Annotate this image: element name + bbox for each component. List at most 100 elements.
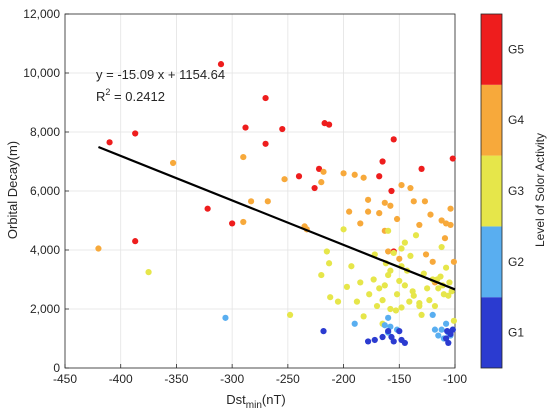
data-point-g3 bbox=[385, 227, 392, 234]
data-point-g3 bbox=[387, 305, 394, 313]
data-point-g4 bbox=[398, 182, 405, 189]
x-axis-label-sub: min bbox=[246, 400, 262, 411]
data-point-g4 bbox=[438, 217, 445, 224]
data-point-g3 bbox=[412, 232, 420, 239]
data-point-g4 bbox=[264, 198, 271, 205]
data-point-g4 bbox=[351, 171, 358, 178]
data-point-g5 bbox=[217, 61, 225, 68]
data-point-g5 bbox=[132, 238, 139, 245]
data-point-g4 bbox=[442, 220, 450, 227]
x-tick-label: -200 bbox=[332, 372, 356, 386]
data-point-g1 bbox=[320, 328, 327, 335]
data-point-g4 bbox=[385, 248, 392, 255]
fit-line bbox=[98, 145, 456, 291]
data-point-g3 bbox=[366, 291, 373, 298]
data-point-g4 bbox=[450, 258, 457, 265]
colorbar-label: Level of Solor Activity bbox=[533, 133, 547, 247]
colorbar-segment-g5 bbox=[481, 14, 502, 85]
x-axis-label: Dstmin(nT) bbox=[226, 392, 285, 411]
data-point-g5 bbox=[418, 165, 425, 172]
data-point-g4 bbox=[318, 179, 325, 186]
data-point-g5 bbox=[376, 173, 383, 180]
data-point-g4 bbox=[360, 174, 367, 181]
x-axis-label-unit: (nT) bbox=[262, 392, 286, 407]
data-point-g3 bbox=[445, 292, 452, 299]
data-point-g4 bbox=[346, 208, 353, 215]
r-squared-value: = 0.2412 bbox=[110, 89, 165, 104]
data-point-g3 bbox=[442, 264, 450, 271]
data-point-g4 bbox=[410, 198, 417, 205]
data-point-g1 bbox=[379, 333, 386, 341]
data-point-g2 bbox=[442, 320, 450, 327]
data-point-g3 bbox=[450, 317, 457, 324]
data-point-g3 bbox=[446, 279, 453, 286]
data-point-g3 bbox=[420, 270, 427, 277]
data-point-g1 bbox=[371, 336, 378, 344]
y-tick-label: 12,000 bbox=[23, 7, 60, 21]
data-point-g5 bbox=[321, 120, 328, 127]
data-point-g3 bbox=[393, 291, 401, 298]
data-point-g3 bbox=[407, 252, 414, 259]
data-point-g5 bbox=[132, 130, 139, 137]
data-point-g5 bbox=[449, 155, 456, 162]
data-point-g3 bbox=[145, 269, 152, 276]
data-point-g4 bbox=[247, 198, 255, 205]
data-point-g1 bbox=[445, 339, 452, 347]
data-point-g4 bbox=[340, 170, 347, 177]
data-point-g4 bbox=[381, 199, 388, 206]
data-point-g3 bbox=[370, 276, 377, 283]
data-point-g4 bbox=[281, 176, 288, 183]
data-point-g3 bbox=[357, 279, 364, 286]
x-tick-label: -250 bbox=[276, 372, 300, 386]
colorbar-segment-g4 bbox=[481, 84, 502, 156]
data-point-g1 bbox=[385, 328, 392, 335]
data-point-g3 bbox=[426, 297, 433, 304]
data-point-g1 bbox=[396, 328, 403, 335]
data-point-g5 bbox=[242, 124, 249, 131]
y-axis-label: Orbital Decay(m) bbox=[5, 141, 20, 239]
data-point-g1 bbox=[401, 339, 408, 347]
colorbar: G1 G2 G3 G4 G5 bbox=[480, 13, 524, 369]
data-point-g3 bbox=[325, 260, 333, 267]
data-point-g4 bbox=[364, 208, 372, 215]
colorbar-segment-g1 bbox=[481, 297, 502, 368]
data-point-g3 bbox=[406, 298, 413, 305]
data-point-g3 bbox=[334, 298, 342, 305]
data-point-g3 bbox=[401, 282, 408, 289]
r-squared-letter: R bbox=[96, 89, 105, 104]
colorbar-level-label: G5 bbox=[508, 42, 524, 56]
y-tick-label: 6,000 bbox=[30, 184, 60, 198]
x-tick-label: -100 bbox=[443, 372, 467, 386]
data-point-g5 bbox=[106, 139, 113, 146]
data-point-g2 bbox=[429, 311, 436, 318]
data-point-g3 bbox=[373, 302, 381, 310]
colorbar-level-label: G4 bbox=[508, 113, 524, 127]
data-point-g3 bbox=[438, 243, 445, 251]
data-point-g2 bbox=[435, 332, 442, 339]
data-point-g4 bbox=[396, 255, 403, 262]
colorbar-frame bbox=[480, 13, 503, 369]
colorbar-level-label: G2 bbox=[508, 255, 524, 269]
data-point-g4 bbox=[320, 168, 327, 175]
y-tick-label: 4,000 bbox=[30, 243, 60, 257]
data-point-g3 bbox=[392, 307, 400, 314]
data-point-g3 bbox=[327, 294, 334, 301]
colorbar-segment-g2 bbox=[481, 226, 502, 298]
r-squared-sup: 2 bbox=[105, 87, 110, 97]
data-point-g5 bbox=[295, 173, 303, 180]
y-tick-label: 8,000 bbox=[30, 125, 60, 139]
x-tick-label: -300 bbox=[220, 372, 244, 386]
data-point-g4 bbox=[357, 220, 364, 227]
data-point-g5 bbox=[262, 94, 269, 102]
colorbar-segment-g3 bbox=[481, 155, 502, 227]
data-point-g5 bbox=[229, 220, 236, 227]
data-point-g3 bbox=[396, 277, 403, 285]
data-point-g3 bbox=[381, 282, 388, 289]
data-point-g1 bbox=[390, 338, 397, 345]
data-point-g3 bbox=[353, 298, 361, 305]
data-point-g5 bbox=[204, 205, 211, 212]
x-tick-label: -350 bbox=[164, 372, 188, 386]
data-point-g4 bbox=[422, 251, 430, 258]
data-point-g4 bbox=[95, 245, 102, 252]
